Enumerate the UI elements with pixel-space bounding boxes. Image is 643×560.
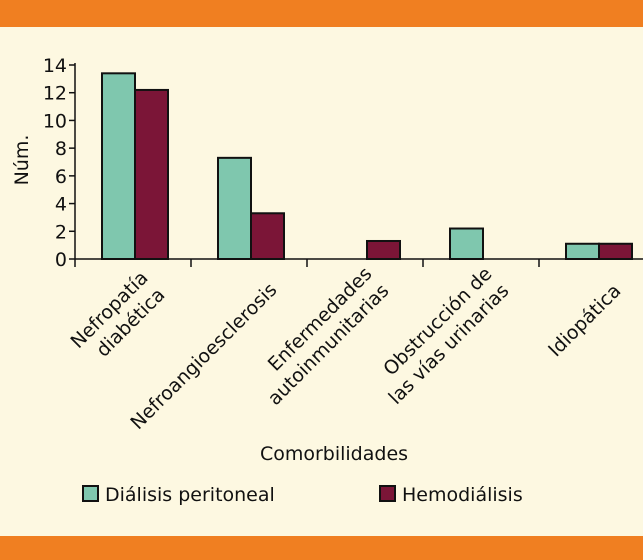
bottom-orange-band [0, 536, 643, 560]
y-tick-label-4: 4 [55, 194, 67, 216]
bar-dialisis-peritoneal-3 [449, 227, 484, 260]
y-tick-label-14: 14 [43, 55, 67, 77]
legend-swatch-dialisis-peritoneal [82, 485, 99, 502]
bar-dialisis-peritoneal-0 [101, 72, 136, 260]
bar-hemodialisis-2 [366, 239, 401, 261]
y-axis-title: Núm. [11, 135, 33, 186]
y-tick-label-2: 2 [55, 221, 67, 243]
category-label-4-line-0: Idiopática [544, 280, 625, 361]
bar-hemodialisis-1 [250, 212, 285, 260]
legend-label-hemodialisis: Hemodiálisis [402, 484, 523, 506]
y-tick-label-12: 12 [43, 83, 67, 105]
y-tick-label-6: 6 [55, 166, 67, 188]
y-tick-label-10: 10 [43, 110, 67, 132]
bar-dialisis-peritoneal-1 [217, 156, 252, 260]
bar-hemodialisis-0 [134, 88, 169, 260]
y-tick-label-0: 0 [55, 249, 67, 271]
y-tick-label-8: 8 [55, 138, 67, 160]
category-label-4: Idiopática [544, 280, 625, 361]
bar-dialisis-peritoneal-4 [565, 242, 600, 260]
bar-hemodialisis-4 [598, 242, 633, 260]
top-orange-band [0, 0, 643, 27]
legend-swatch-hemodialisis [379, 485, 396, 502]
x-axis-title: Comorbilidades [260, 443, 408, 465]
legend-label-dialisis-peritoneal: Diálisis peritoneal [105, 484, 275, 506]
